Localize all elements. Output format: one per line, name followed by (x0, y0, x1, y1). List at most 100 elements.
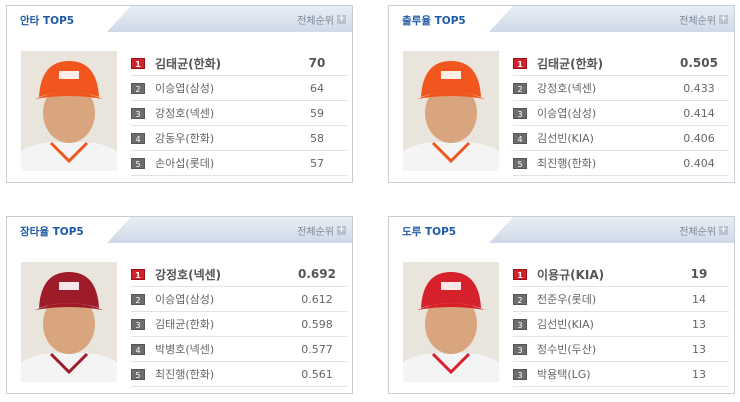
rank-badge: 1 (131, 57, 145, 69)
player-name[interactable]: 최진행(한화) (537, 157, 597, 170)
player-name[interactable]: 전준우(롯데) (537, 293, 597, 306)
panel-header (389, 217, 734, 243)
player-name[interactable]: 이승엽(삼성) (155, 293, 215, 306)
stat-value: 0.692 (298, 267, 336, 281)
rank-badge: 2 (131, 293, 145, 305)
stat-value: 0.561 (301, 367, 333, 381)
stat-value: 0.612 (301, 292, 333, 306)
ranking-list: 1 강정호(넥센) 0.692 2 이승엽(삼성) 0.612 3 김태균(한화… (131, 262, 347, 387)
player-name[interactable]: 김선빈(KIA) (537, 132, 594, 145)
ranking-row[interactable]: 3 정수빈(두산) 13 (513, 337, 729, 362)
rank-badge: 2 (513, 293, 527, 305)
player-photo (21, 262, 117, 382)
view-all-link[interactable]: 전체순위 + (679, 223, 728, 238)
stat-value: 14 (692, 292, 706, 306)
ranking-row[interactable]: 1 강정호(넥센) 0.692 (131, 262, 347, 287)
player-photo (21, 51, 117, 171)
panel-title: 안타 TOP5 (20, 15, 75, 27)
stat-value: 13 (692, 317, 706, 331)
ranking-row[interactable]: 4 박병호(넥센) 0.577 (131, 337, 347, 362)
rank-badge: 4 (513, 132, 527, 144)
player-name[interactable]: 강정호(넥센) (155, 107, 215, 120)
player-name[interactable]: 박용택(LG) (537, 368, 591, 381)
player-name[interactable]: 강정호(넥센) (537, 82, 597, 95)
rank-badge: 1 (513, 57, 527, 69)
player-name[interactable]: 최진행(한화) (155, 368, 215, 381)
ranking-row[interactable]: 5 최진행(한화) 0.561 (131, 362, 347, 387)
stat-value: 59 (310, 106, 324, 120)
stat-value: 64 (310, 81, 324, 95)
ranking-list: 1 이용규(KIA) 19 2 전준우(롯데) 14 3 김선빈(KIA) 13… (513, 262, 729, 387)
view-all-label: 전체순위 (679, 16, 716, 27)
ranking-row[interactable]: 4 강동우(한화) 58 (131, 126, 347, 151)
plus-icon: + (337, 14, 346, 24)
ranking-row[interactable]: 5 손아섭(롯데) 57 (131, 151, 347, 176)
view-all-label: 전체순위 (297, 16, 334, 27)
rank-badge: 2 (513, 82, 527, 94)
plus-icon: + (337, 225, 346, 235)
player-name[interactable]: 손아섭(롯데) (155, 157, 215, 170)
view-all-link[interactable]: 전체순위 + (297, 223, 346, 238)
rank-badge: 3 (131, 107, 145, 119)
ranking-row[interactable]: 2 이승엽(삼성) 0.612 (131, 287, 347, 312)
stat-value: 19 (690, 267, 708, 281)
view-all-link[interactable]: 전체순위 + (679, 12, 728, 27)
stat-value: 0.406 (683, 131, 715, 145)
player-photo (403, 262, 499, 382)
player-name[interactable]: 김태균(한화) (537, 56, 604, 71)
plus-icon: + (719, 14, 728, 24)
top5-panel: 안타 TOP5 전체순위 + 1 김태균(한화) 70 2 이승엽(삼성) 64 … (6, 5, 353, 183)
ranking-row[interactable]: 3 이승엽(삼성) 0.414 (513, 101, 729, 126)
stat-value: 58 (310, 131, 324, 145)
player-photo (403, 51, 499, 171)
panel-header (389, 6, 734, 32)
ranking-row[interactable]: 3 강정호(넥센) 59 (131, 101, 347, 126)
player-name[interactable]: 정수빈(두산) (537, 343, 597, 356)
plus-icon: + (719, 225, 728, 235)
rank-badge: 1 (131, 268, 145, 280)
player-name[interactable]: 김선빈(KIA) (537, 318, 594, 331)
player-name[interactable]: 강동우(한화) (155, 132, 215, 145)
player-name[interactable]: 이승엽(삼성) (537, 107, 597, 120)
ranking-row[interactable]: 2 이승엽(삼성) 64 (131, 76, 347, 101)
stat-value: 0.505 (680, 56, 718, 70)
rank-badge: 3 (513, 318, 527, 330)
player-name[interactable]: 박병호(넥센) (155, 343, 215, 356)
rank-badge: 5 (131, 157, 145, 169)
panel-title: 출루율 TOP5 (402, 15, 466, 27)
ranking-row[interactable]: 3 김태균(한화) 0.598 (131, 312, 347, 337)
player-name[interactable]: 이승엽(삼성) (155, 82, 215, 95)
ranking-row[interactable]: 1 김태균(한화) 70 (131, 51, 347, 76)
stat-value: 0.414 (683, 106, 715, 120)
view-all-link[interactable]: 전체순위 + (297, 12, 346, 27)
ranking-row[interactable]: 2 전준우(롯데) 14 (513, 287, 729, 312)
rank-badge: 4 (131, 132, 145, 144)
top5-panel: 장타율 TOP5 전체순위 + 1 강정호(넥센) 0.692 2 이승엽(삼성)… (6, 216, 353, 394)
panel-title: 도루 TOP5 (402, 226, 457, 238)
ranking-list: 1 김태균(한화) 70 2 이승엽(삼성) 64 3 강정호(넥센) 59 4… (131, 51, 347, 176)
ranking-row[interactable]: 3 김선빈(KIA) 13 (513, 312, 729, 337)
player-name[interactable]: 강정호(넥센) (155, 267, 222, 282)
ranking-row[interactable]: 1 이용규(KIA) 19 (513, 262, 729, 287)
stat-value: 13 (692, 367, 706, 381)
ranking-row[interactable]: 4 김선빈(KIA) 0.406 (513, 126, 729, 151)
stat-value: 70 (308, 56, 326, 70)
top5-panel: 도루 TOP5 전체순위 + 1 이용규(KIA) 19 2 전준우(롯데) 14… (388, 216, 735, 394)
stat-value: 0.404 (683, 156, 715, 170)
ranking-row[interactable]: 1 김태균(한화) 0.505 (513, 51, 729, 76)
player-name[interactable]: 김태균(한화) (155, 318, 215, 331)
player-name[interactable]: 김태균(한화) (155, 56, 222, 71)
ranking-row[interactable]: 2 강정호(넥센) 0.433 (513, 76, 729, 101)
stat-value: 13 (692, 342, 706, 356)
rank-badge: 3 (513, 368, 527, 380)
stat-value: 0.598 (301, 317, 333, 331)
rank-badge: 4 (131, 343, 145, 355)
player-name[interactable]: 이용규(KIA) (537, 267, 605, 282)
rank-badge: 1 (513, 268, 527, 280)
stat-value: 57 (310, 156, 324, 170)
stat-value: 0.577 (301, 342, 333, 356)
rank-badge: 5 (513, 157, 527, 169)
ranking-row[interactable]: 5 최진행(한화) 0.404 (513, 151, 729, 176)
ranking-row[interactable]: 3 박용택(LG) 13 (513, 362, 729, 387)
panel-header (7, 217, 352, 243)
